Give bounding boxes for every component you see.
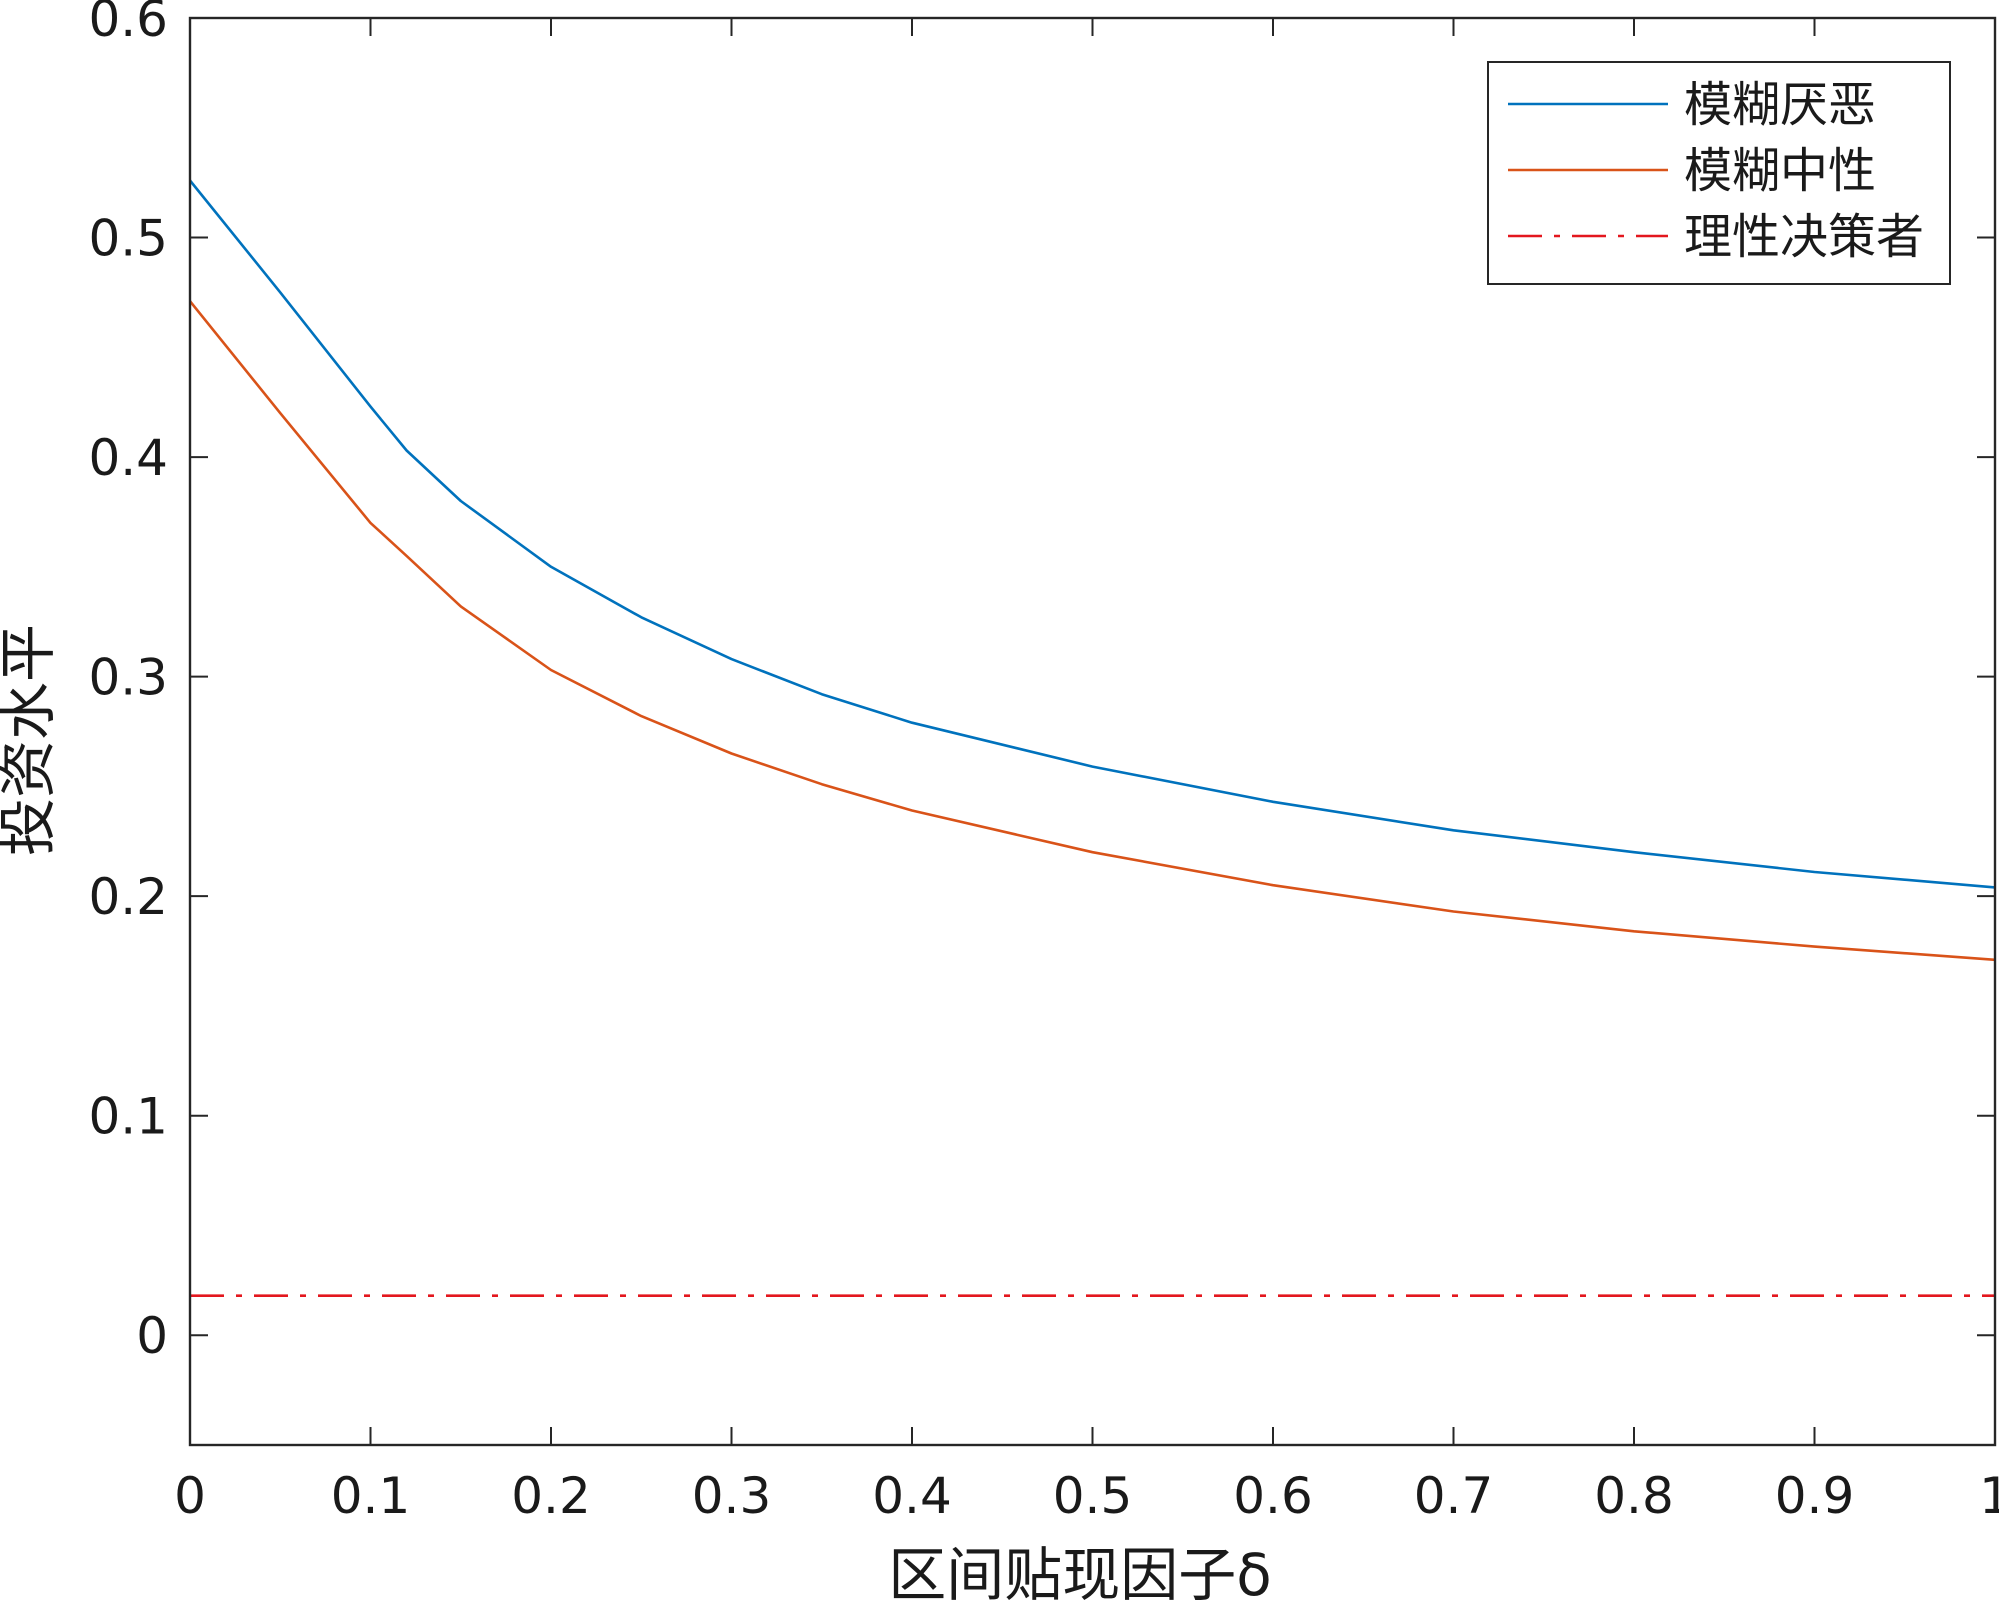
x-tick-label: 0.4 [872,1467,952,1525]
y-tick-label: 0.2 [88,868,168,926]
y-tick-label: 0.4 [88,429,168,487]
y-axis-ticks: 0 0.1 0.2 0.3 0.4 0.5 0.6 [88,0,1995,1365]
x-tick-label: 0.3 [692,1467,772,1525]
y-tick-label: 0.5 [88,210,168,268]
y-tick-label: 0.3 [88,649,168,707]
y-tick-label: 0.1 [88,1088,168,1146]
series-layer [188,179,1996,1297]
x-tick-label: 0 [174,1467,206,1525]
x-tick-label: 0.9 [1775,1467,1855,1525]
series-line-2 [188,300,1996,962]
x-axis-ticks: 0 0.1 0.2 0.3 0.4 0.5 0.6 0.7 0.8 0.9 1 [174,18,1999,1525]
y-tick-label: 0 [136,1307,168,1365]
x-tick-label: 0.1 [331,1467,411,1525]
legend-label-3: 理性决策者 [1684,209,1924,265]
x-tick-label: 0.8 [1594,1467,1674,1525]
legend-label-1: 模糊厌恶 [1684,77,1876,133]
y-axis-title: 投资水平 [0,624,62,856]
x-tick-label: 0.7 [1414,1467,1494,1525]
x-tick-label: 0.6 [1233,1467,1313,1525]
x-tick-label: 0.2 [511,1467,591,1525]
legend-box [1487,61,1951,285]
series-line-1 [188,179,1996,889]
y-tick-label: 0.6 [88,0,168,48]
x-tick-label: 0.5 [1053,1467,1133,1525]
legend-label-2: 模糊中性 [1684,143,1876,199]
x-tick-label: 1 [1979,1467,1999,1525]
x-axis-title: 区间贴现因子δ [888,1541,1272,1607]
